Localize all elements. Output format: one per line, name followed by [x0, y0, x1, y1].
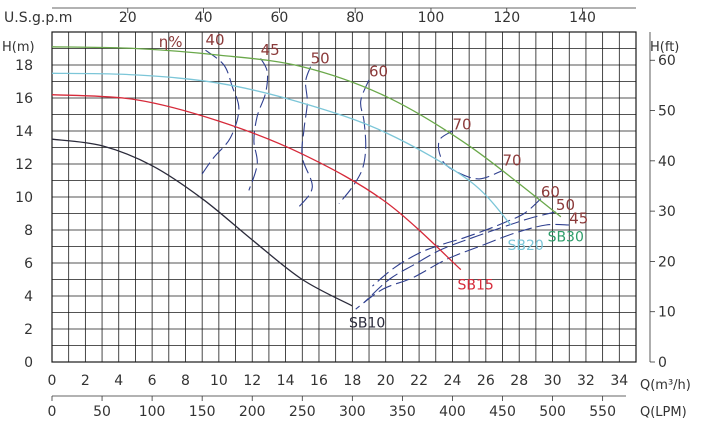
top-axis-label: U.S.g.p.m — [4, 10, 72, 26]
curve-name-label: SB20 — [508, 238, 544, 254]
bottom-tick-label-m3h: 6 — [148, 373, 157, 389]
series-line-sb15 — [51, 94, 462, 271]
efficiency-symbol-label: η% — [159, 33, 183, 51]
right-tick-label: 10 — [658, 305, 676, 321]
efficiency-contour-line — [355, 223, 570, 310]
right-tick-label: 40 — [658, 154, 676, 170]
top-tick-label: 100 — [418, 10, 445, 26]
bottom-axis-label-m3h: Q(m³/h) — [640, 378, 691, 393]
bottom-tick-label-m3h: 26 — [477, 373, 495, 389]
left-tick-label: 0 — [24, 355, 33, 371]
efficiency-value-label: 45 — [261, 41, 280, 59]
left-tick-label: 10 — [15, 190, 33, 206]
bottom-tick-label-m3h: 20 — [377, 373, 395, 389]
bottom-tick-label-m3h: 32 — [577, 373, 595, 389]
plot-frame — [51, 31, 637, 363]
curve-name-label: SB10 — [349, 315, 385, 331]
top-tick-label: 40 — [195, 10, 213, 26]
curve-name-label: SB15 — [457, 277, 493, 293]
bottom-tick-label-lpm: 300 — [339, 404, 366, 420]
efficiency-value-label: 60 — [369, 63, 388, 81]
bottom-tick-label-m3h: 14 — [277, 373, 295, 389]
efficiency-contour-line — [437, 130, 503, 180]
right-tick-label: 0 — [658, 355, 667, 371]
series-line-sb10 — [51, 138, 353, 307]
bottom-tick-label-lpm: 100 — [139, 404, 166, 420]
bottom-tick-label-lpm: 50 — [93, 404, 111, 420]
efficiency-value-label: 45 — [569, 209, 588, 227]
top-tick-label: 140 — [569, 10, 596, 26]
bottom-tick-label-m3h: 24 — [444, 373, 462, 389]
left-tick-label: 12 — [15, 157, 33, 173]
right-axis-label: H(ft) — [650, 40, 679, 55]
right-tick-label: 30 — [658, 204, 676, 220]
top-tick-label: 20 — [119, 10, 137, 26]
efficiency-contour-line — [248, 58, 269, 191]
bottom-tick-label-lpm: 450 — [489, 404, 516, 420]
top-tick-label: 120 — [493, 10, 520, 26]
bottom-tick-label-lpm: 400 — [439, 404, 466, 420]
bottom-tick-label-m3h: 12 — [243, 373, 261, 389]
left-tick-label: 6 — [24, 256, 33, 272]
left-tick-label: 2 — [24, 322, 33, 338]
efficiency-contour-line — [338, 79, 370, 204]
efficiency-contour-line — [298, 66, 313, 208]
bottom-tick-label-lpm: 0 — [48, 404, 57, 420]
bottom-tick-label-m3h: 2 — [81, 373, 90, 389]
efficiency-contour-line — [201, 49, 240, 175]
efficiency-value-label: 60 — [541, 183, 560, 201]
top-tick-label: 80 — [346, 10, 364, 26]
bottom-tick-label-lpm: 550 — [589, 404, 616, 420]
series-line-sb30 — [51, 46, 562, 218]
bottom-tick-label-m3h: 34 — [610, 373, 628, 389]
right-tick-label: 60 — [658, 53, 676, 69]
bottom-tick-label-m3h: 10 — [210, 373, 228, 389]
left-tick-label: 18 — [15, 58, 33, 74]
top-tick-label: 60 — [270, 10, 288, 26]
bottom-tick-label-lpm: 150 — [189, 404, 216, 420]
bottom-tick-label-lpm: 500 — [539, 404, 566, 420]
bottom-tick-label-lpm: 200 — [239, 404, 266, 420]
left-axis-label: H(m) — [2, 40, 35, 55]
curve-name-label: SB30 — [548, 230, 584, 246]
efficiency-contour-line — [372, 198, 542, 287]
efficiency-contour-line — [363, 211, 557, 304]
series-line-sb20 — [51, 72, 512, 226]
bottom-tick-label-lpm: 350 — [389, 404, 416, 420]
bottom-tick-label-m3h: 16 — [310, 373, 328, 389]
bottom-tick-label-m3h: 22 — [410, 373, 428, 389]
left-tick-label: 4 — [24, 289, 33, 305]
efficiency-value-label: 40 — [206, 31, 225, 49]
efficiency-value-label: 70 — [503, 152, 522, 170]
left-tick-label: 16 — [15, 91, 33, 107]
efficiency-value-label: 50 — [556, 196, 575, 214]
bottom-tick-label-m3h: 28 — [510, 373, 528, 389]
efficiency-value-label: 70 — [452, 115, 471, 133]
bottom-tick-label-m3h: 30 — [544, 373, 562, 389]
bottom-tick-label-lpm: 250 — [289, 404, 316, 420]
bottom-tick-label-m3h: 4 — [114, 373, 123, 389]
bottom-tick-label-m3h: 18 — [343, 373, 361, 389]
left-tick-label: 14 — [15, 124, 33, 140]
bottom-tick-label-m3h: 8 — [181, 373, 190, 389]
bottom-tick-label-m3h: 0 — [48, 373, 57, 389]
right-tick-label: 20 — [658, 254, 676, 270]
right-tick-label: 50 — [658, 104, 676, 120]
efficiency-value-label: 50 — [311, 49, 330, 67]
left-tick-label: 8 — [24, 223, 33, 239]
bottom-axis-label-lpm: Q(LPM) — [640, 405, 687, 420]
